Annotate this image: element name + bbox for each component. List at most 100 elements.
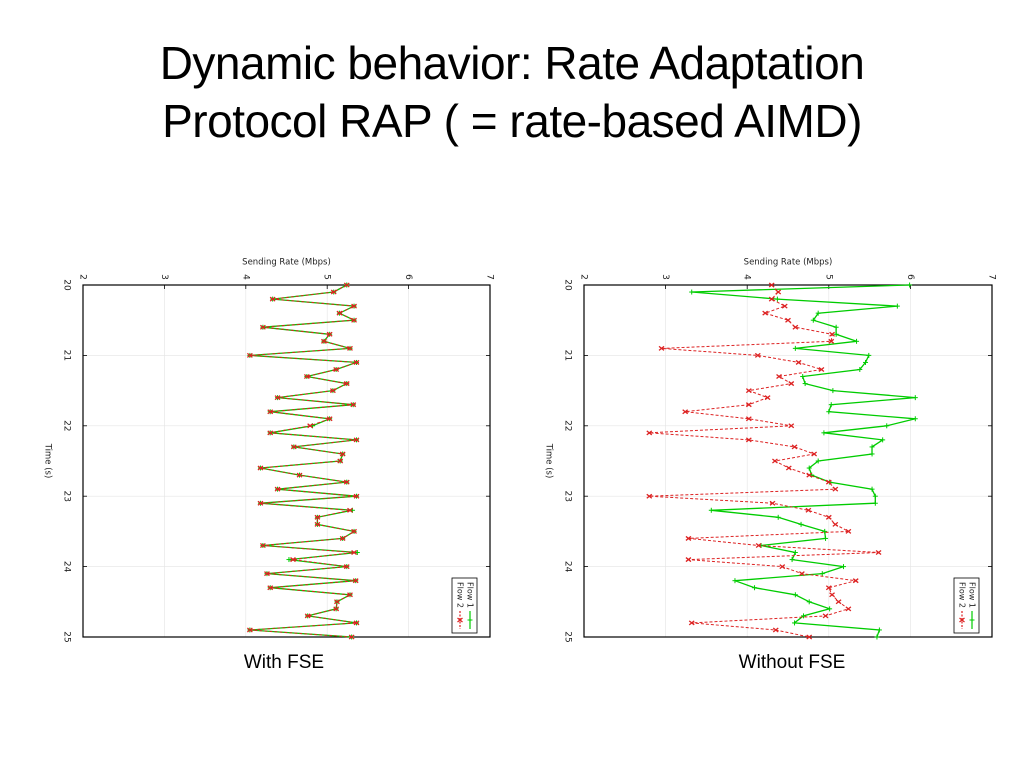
series-line-flow-1 — [691, 284, 916, 638]
data-point-flow-2 — [825, 479, 832, 485]
marker-x — [246, 352, 253, 358]
marker-x — [290, 557, 296, 563]
data-point-flow-1 — [752, 585, 758, 591]
marker-x — [330, 289, 337, 295]
data-point-flow-2 — [290, 444, 297, 450]
data-point-flow-1 — [872, 500, 878, 506]
data-point-flow-2 — [822, 613, 829, 619]
marker-x — [792, 324, 799, 330]
data-point-flow-2 — [835, 599, 842, 605]
marker-x — [352, 578, 359, 584]
data-point-flow-2 — [805, 507, 812, 513]
data-point-flow-2 — [353, 620, 360, 626]
marker-x — [768, 296, 775, 302]
data-point-flow-2 — [798, 571, 805, 577]
data-point-flow-1 — [827, 606, 833, 612]
marker-x — [314, 521, 321, 527]
data-point-flow-2 — [304, 613, 311, 619]
marker-x — [269, 296, 276, 302]
marker-x — [785, 465, 792, 471]
data-point-flow-2 — [768, 282, 775, 288]
time-tick-label: 24 — [62, 561, 72, 573]
rate-axis-label: Sending Rate (Mbps) — [744, 258, 833, 268]
title-line-2: Protocol RAP ( = rate-based AIMD) — [162, 95, 862, 147]
time-tick-label: 21 — [563, 350, 573, 361]
marker-x — [264, 571, 270, 577]
data-point-flow-2 — [333, 366, 340, 372]
data-point-flow-1 — [708, 507, 714, 513]
rate-tick-label: 3 — [660, 274, 670, 280]
marker-x — [818, 366, 825, 372]
rate-tick-label: 6 — [905, 274, 915, 280]
marker-x — [811, 451, 818, 457]
data-point-flow-2 — [330, 289, 337, 295]
data-point-flow-2 — [762, 310, 769, 316]
marker-x — [347, 592, 353, 598]
marker-x — [832, 486, 839, 492]
data-point-flow-2 — [350, 402, 357, 408]
data-point-flow-2 — [781, 303, 788, 309]
marker-x — [852, 578, 859, 584]
data-point-flow-2 — [343, 479, 350, 485]
marker-x — [829, 331, 835, 337]
rate-axis-label: Sending Rate (Mbps) — [242, 258, 331, 268]
marker-x — [791, 444, 798, 450]
data-point-flow-2 — [334, 599, 340, 605]
data-point-flow-2 — [336, 310, 343, 316]
marker-x — [351, 317, 357, 323]
marker-x — [806, 472, 813, 478]
data-point-flow-2 — [339, 451, 346, 457]
data-point-flow-2 — [303, 374, 310, 380]
marker-x — [762, 310, 769, 316]
time-axis-label: Time (s) — [43, 443, 53, 479]
marker-x — [274, 486, 281, 492]
data-point-flow-2 — [353, 359, 360, 365]
data-point-flow-1 — [872, 493, 878, 499]
marker-x — [769, 500, 776, 506]
data-point-flow-1 — [826, 409, 832, 415]
marker-x — [334, 599, 340, 605]
marker-x — [646, 493, 653, 499]
data-point-flow-2 — [768, 296, 775, 302]
data-point-flow-1 — [689, 289, 695, 295]
data-point-flow-2 — [353, 437, 360, 443]
rate-tick-label: 2 — [579, 274, 589, 280]
plot-frame — [583, 284, 993, 638]
data-point-flow-1 — [806, 599, 812, 605]
time-axis-label: Time (s) — [544, 443, 554, 479]
data-point-flow-1 — [857, 366, 863, 372]
marker-x — [832, 521, 839, 527]
data-point-flow-2 — [785, 317, 791, 323]
data-point-flow-2 — [685, 535, 692, 541]
data-point-flow-1 — [884, 423, 890, 429]
data-point-flow-1 — [869, 486, 875, 492]
data-point-flow-2 — [259, 324, 266, 330]
rate-tick-label: 5 — [322, 274, 332, 280]
marker-x — [274, 395, 281, 401]
data-point-flow-2 — [646, 493, 653, 499]
data-point-flow-2 — [852, 578, 859, 584]
marker-x — [845, 606, 852, 612]
data-point-flow-2 — [685, 557, 692, 563]
data-point-flow-2 — [329, 388, 336, 394]
data-point-flow-1 — [912, 395, 918, 401]
data-point-flow-2 — [772, 627, 779, 633]
data-point-flow-2 — [828, 338, 835, 344]
marker-x — [828, 338, 835, 344]
marker-x — [788, 423, 795, 429]
rate-tick-label: 5 — [823, 274, 833, 280]
legend-box — [451, 577, 478, 634]
marker-x — [829, 592, 835, 598]
marker-x — [347, 345, 353, 351]
marker-x — [329, 388, 336, 394]
slide-title: Dynamic behavior: Rate Adaptation Protoc… — [0, 34, 1024, 150]
data-point-flow-1 — [815, 458, 821, 464]
data-point-flow-2 — [269, 296, 276, 302]
data-point-flow-1 — [801, 613, 807, 619]
marker-x — [257, 500, 264, 506]
data-point-flow-1 — [354, 550, 360, 556]
data-point-flow-2 — [845, 606, 852, 612]
data-point-flow-1 — [775, 514, 781, 520]
data-point-flow-2 — [351, 550, 357, 556]
data-point-flow-2 — [745, 416, 752, 422]
